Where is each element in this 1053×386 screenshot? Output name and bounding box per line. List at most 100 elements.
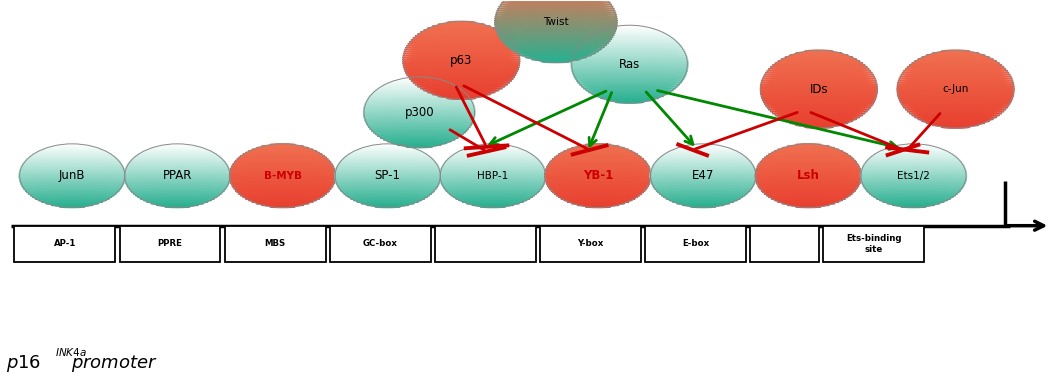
Ellipse shape xyxy=(334,176,441,177)
Ellipse shape xyxy=(500,3,612,6)
Ellipse shape xyxy=(59,206,85,208)
Text: Ets1/2: Ets1/2 xyxy=(897,171,930,181)
Ellipse shape xyxy=(927,122,985,124)
Ellipse shape xyxy=(616,25,643,27)
Ellipse shape xyxy=(417,86,505,88)
Ellipse shape xyxy=(778,60,860,62)
Ellipse shape xyxy=(651,169,756,171)
Ellipse shape xyxy=(650,176,757,177)
Ellipse shape xyxy=(125,168,230,169)
Ellipse shape xyxy=(22,187,122,188)
Ellipse shape xyxy=(242,153,322,155)
Ellipse shape xyxy=(508,46,604,48)
Ellipse shape xyxy=(544,176,652,177)
Ellipse shape xyxy=(755,169,861,171)
Ellipse shape xyxy=(453,196,533,198)
Ellipse shape xyxy=(547,166,650,168)
Ellipse shape xyxy=(373,132,465,134)
Ellipse shape xyxy=(585,144,611,146)
Ellipse shape xyxy=(863,187,963,188)
Ellipse shape xyxy=(571,64,689,66)
Ellipse shape xyxy=(405,72,517,74)
Ellipse shape xyxy=(366,125,472,127)
Ellipse shape xyxy=(363,112,476,114)
Ellipse shape xyxy=(232,164,334,166)
Ellipse shape xyxy=(270,144,295,146)
Ellipse shape xyxy=(402,56,520,58)
Ellipse shape xyxy=(411,39,512,41)
Ellipse shape xyxy=(915,60,996,62)
Ellipse shape xyxy=(870,157,957,158)
Ellipse shape xyxy=(59,144,85,146)
Ellipse shape xyxy=(781,118,856,120)
Ellipse shape xyxy=(757,184,860,185)
Ellipse shape xyxy=(554,193,642,195)
Ellipse shape xyxy=(440,182,545,184)
Ellipse shape xyxy=(125,166,229,168)
Ellipse shape xyxy=(234,161,332,163)
Ellipse shape xyxy=(550,161,647,163)
Ellipse shape xyxy=(242,196,322,198)
Text: Twist: Twist xyxy=(543,17,569,27)
Ellipse shape xyxy=(600,97,659,99)
Text: Lsh: Lsh xyxy=(797,169,820,182)
Ellipse shape xyxy=(651,180,756,182)
Ellipse shape xyxy=(404,49,518,51)
Ellipse shape xyxy=(760,95,877,97)
Ellipse shape xyxy=(572,203,624,205)
Ellipse shape xyxy=(420,88,502,90)
Ellipse shape xyxy=(130,160,224,161)
Ellipse shape xyxy=(363,105,475,107)
Ellipse shape xyxy=(164,206,191,208)
Ellipse shape xyxy=(231,166,334,168)
Ellipse shape xyxy=(124,179,231,181)
Ellipse shape xyxy=(440,168,545,169)
Ellipse shape xyxy=(900,206,927,208)
Ellipse shape xyxy=(503,0,609,2)
Ellipse shape xyxy=(135,155,219,157)
Ellipse shape xyxy=(778,116,860,119)
Ellipse shape xyxy=(458,200,528,201)
Ellipse shape xyxy=(669,200,737,201)
Ellipse shape xyxy=(915,116,996,119)
Ellipse shape xyxy=(256,203,309,205)
Ellipse shape xyxy=(124,173,231,174)
Ellipse shape xyxy=(897,85,1014,87)
Ellipse shape xyxy=(572,70,688,72)
Ellipse shape xyxy=(921,120,990,122)
Ellipse shape xyxy=(760,85,878,87)
Ellipse shape xyxy=(383,84,455,86)
Ellipse shape xyxy=(403,68,519,70)
Ellipse shape xyxy=(757,185,859,187)
Ellipse shape xyxy=(240,195,324,196)
Ellipse shape xyxy=(773,112,866,115)
Ellipse shape xyxy=(596,95,663,97)
Ellipse shape xyxy=(571,66,689,68)
Ellipse shape xyxy=(365,102,474,103)
Ellipse shape xyxy=(661,195,746,196)
Ellipse shape xyxy=(363,116,475,118)
Ellipse shape xyxy=(456,198,530,200)
Ellipse shape xyxy=(345,155,430,157)
Ellipse shape xyxy=(650,173,757,174)
Ellipse shape xyxy=(237,191,329,193)
Ellipse shape xyxy=(862,164,965,166)
Ellipse shape xyxy=(525,56,587,59)
Ellipse shape xyxy=(796,206,821,208)
Ellipse shape xyxy=(234,188,332,190)
Ellipse shape xyxy=(759,161,857,163)
Ellipse shape xyxy=(682,146,724,147)
Ellipse shape xyxy=(804,50,833,52)
Ellipse shape xyxy=(761,97,876,99)
Ellipse shape xyxy=(35,152,110,154)
Ellipse shape xyxy=(439,173,547,174)
Ellipse shape xyxy=(370,95,469,96)
Ellipse shape xyxy=(124,177,231,179)
Ellipse shape xyxy=(235,190,330,192)
Text: B-MYB: B-MYB xyxy=(263,171,301,181)
Ellipse shape xyxy=(363,108,475,110)
Ellipse shape xyxy=(25,190,120,192)
Ellipse shape xyxy=(677,147,730,149)
Ellipse shape xyxy=(19,174,125,176)
Ellipse shape xyxy=(21,164,123,166)
